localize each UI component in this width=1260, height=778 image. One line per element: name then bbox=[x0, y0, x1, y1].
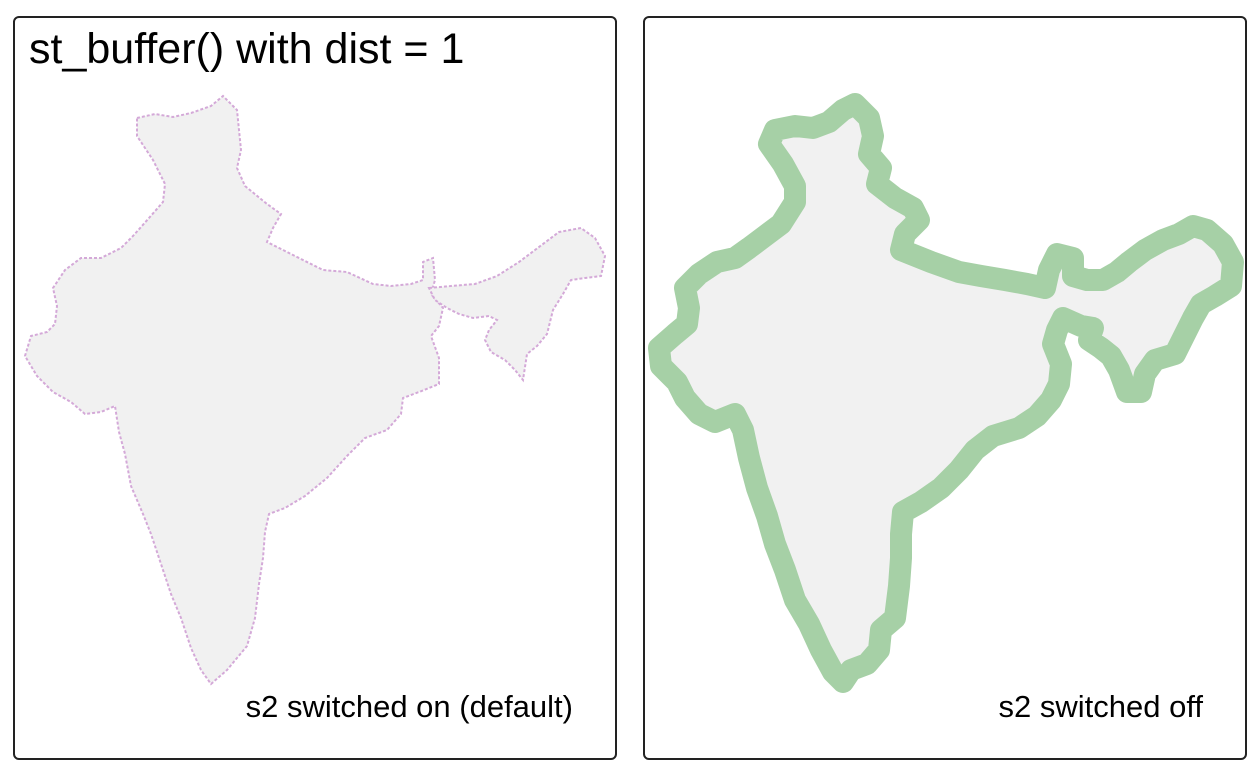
india-northeast-shape bbox=[427, 226, 607, 383]
panel-caption-s2-on: s2 switched on (default) bbox=[245, 688, 573, 724]
map-canvas-s2-off bbox=[648, 93, 1244, 693]
map-panel-s2-off: s2 switched off bbox=[643, 16, 1247, 760]
panel-caption-s2-off: s2 switched off bbox=[998, 688, 1203, 724]
india-buffered-shape bbox=[648, 93, 1244, 693]
map-canvas-s2-on bbox=[23, 94, 607, 686]
india-mainland-shape bbox=[23, 94, 445, 686]
chart-title: st_buffer() with dist = 1 bbox=[29, 25, 465, 73]
map-panel-s2-on: st_buffer() with dist = 1 s2 switched on… bbox=[13, 16, 617, 760]
